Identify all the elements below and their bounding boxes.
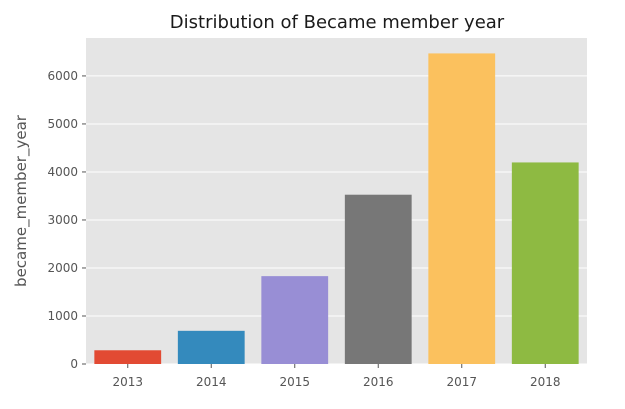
y-tick-label: 0 <box>70 357 78 371</box>
chart-title: Distribution of Became member year <box>170 12 505 33</box>
bar-2014 <box>177 330 245 364</box>
x-axis-ticks: 2013 2014 2015 2016 2017 2018 <box>112 364 561 389</box>
bars <box>94 53 579 365</box>
x-tick-label: 2013 <box>112 375 143 389</box>
x-tick-label: 2018 <box>530 375 561 389</box>
bar-2017 <box>428 53 496 365</box>
x-tick-label: 2015 <box>279 375 310 389</box>
y-tick-label: 5000 <box>47 117 78 131</box>
y-tick-label: 2000 <box>47 261 78 275</box>
y-tick-label: 4000 <box>47 165 78 179</box>
bar-2018 <box>511 162 579 364</box>
bar-2016 <box>344 194 412 364</box>
plot-area <box>86 38 587 364</box>
y-axis-ticks: 0 1000 2000 3000 4000 5000 6000 <box>47 69 86 371</box>
bar-2015 <box>261 276 329 364</box>
gridlines <box>86 75 587 365</box>
x-tick-label: 2017 <box>446 375 477 389</box>
y-tick-label: 1000 <box>47 309 78 323</box>
x-tick-label: 2016 <box>363 375 394 389</box>
x-tick-label: 2014 <box>196 375 227 389</box>
y-axis-label: became_member_year <box>12 114 31 287</box>
bar-2013 <box>94 350 162 364</box>
y-tick-label: 3000 <box>47 213 78 227</box>
y-tick-label: 6000 <box>47 69 78 83</box>
